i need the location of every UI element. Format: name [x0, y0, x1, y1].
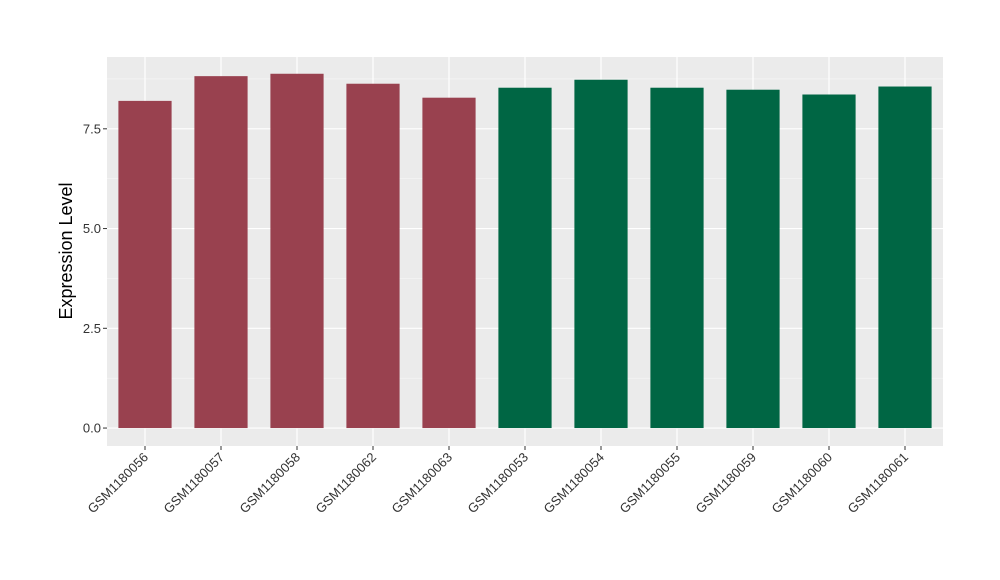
y-tick-label: 7.5	[83, 121, 101, 136]
y-tick-label: 0.0	[83, 421, 101, 436]
y-axis: 0.0 2.5 5.0 7.5	[83, 121, 107, 436]
y-tick-label: 2.5	[83, 321, 101, 336]
x-tick-label: GSM1180055	[616, 450, 683, 517]
bar-gsm1180058	[270, 73, 324, 429]
x-tick-label: GSM1180062	[312, 450, 379, 517]
x-tick-label: GSM1180058	[236, 450, 303, 517]
x-tick-label: GSM1180061	[844, 450, 911, 517]
x-axis: GSM1180056 GSM1180057 GSM1180058 GSM1180062…	[84, 446, 911, 516]
bar-gsm1180055	[650, 87, 704, 429]
bar-gsm1180056	[118, 100, 172, 429]
bar-gsm1180063	[422, 97, 476, 429]
x-tick-label: GSM1180053	[464, 450, 531, 517]
bar-gsm1180059	[726, 89, 780, 429]
bar-gsm1180053	[498, 87, 552, 429]
x-tick-label: GSM1180060	[768, 450, 835, 517]
x-tick-label: GSM1180057	[160, 450, 227, 517]
bar-gsm1180054	[574, 79, 628, 429]
y-axis-title: Expression Level	[56, 182, 76, 319]
bar-gsm1180057	[194, 76, 248, 429]
x-tick-label: GSM1180063	[388, 450, 455, 517]
bars	[118, 73, 932, 429]
y-tick-label: 5.0	[83, 221, 101, 236]
bar-gsm1180062	[346, 83, 400, 429]
x-tick-label: GSM1180059	[692, 450, 759, 517]
x-tick-label: GSM1180056	[84, 450, 151, 517]
bar-gsm1180061	[878, 86, 932, 429]
x-tick-label: GSM1180054	[540, 450, 607, 517]
bar-gsm1180060	[802, 94, 856, 429]
